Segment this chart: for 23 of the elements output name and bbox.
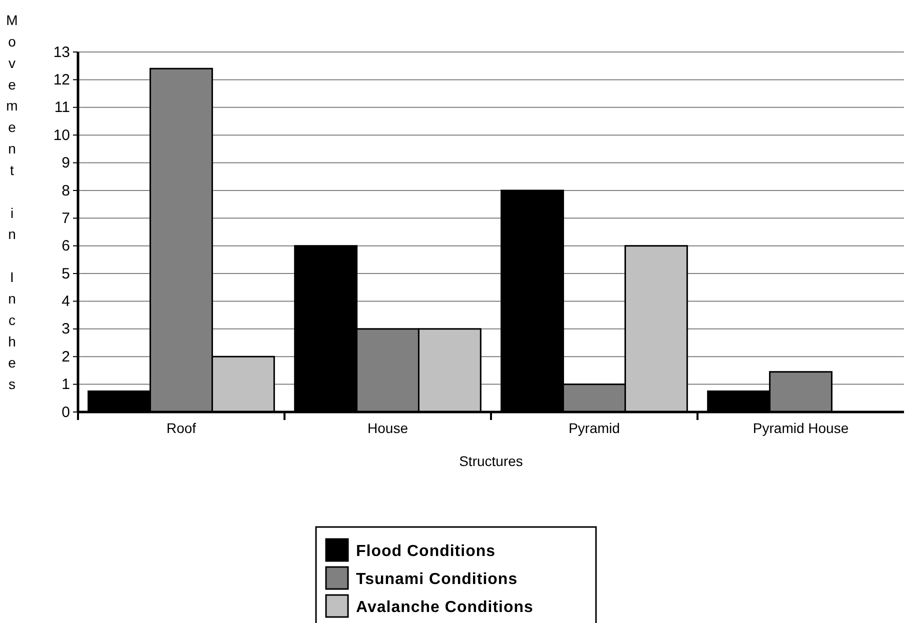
legend-label: Tsunami Conditions bbox=[356, 571, 518, 588]
legend-label: Avalanche Conditions bbox=[356, 599, 534, 616]
y-tick-label: 2 bbox=[62, 348, 70, 366]
y-tick-label: 10 bbox=[53, 126, 70, 144]
x-axis-title: Structures bbox=[459, 453, 523, 469]
x-tick-label: House bbox=[368, 420, 408, 436]
y-tick-label: 7 bbox=[62, 210, 70, 227]
y-tick-label: 13 bbox=[53, 44, 70, 61]
y-tick-label: 6 bbox=[62, 238, 70, 255]
y-tick-label: 12 bbox=[53, 71, 70, 88]
y-tick-label: 1 bbox=[62, 376, 70, 394]
legend-label: Flood Conditions bbox=[356, 543, 496, 560]
y-tick-label: 11 bbox=[54, 99, 70, 116]
text: Movement in Inches bbox=[6, 12, 18, 392]
y-tick-label: 3 bbox=[62, 320, 70, 338]
x-tick-label: Pyramid bbox=[568, 420, 620, 436]
y-tick-label: 8 bbox=[62, 182, 70, 200]
y-tick-label: 0 bbox=[62, 404, 70, 421]
x-tick-label: Roof bbox=[166, 420, 196, 436]
x-tick-label: Pyramid House bbox=[752, 420, 849, 436]
y-tick-label: 5 bbox=[62, 265, 70, 282]
y-tick-label: 9 bbox=[62, 154, 70, 172]
y-tick-label: 4 bbox=[62, 293, 70, 310]
